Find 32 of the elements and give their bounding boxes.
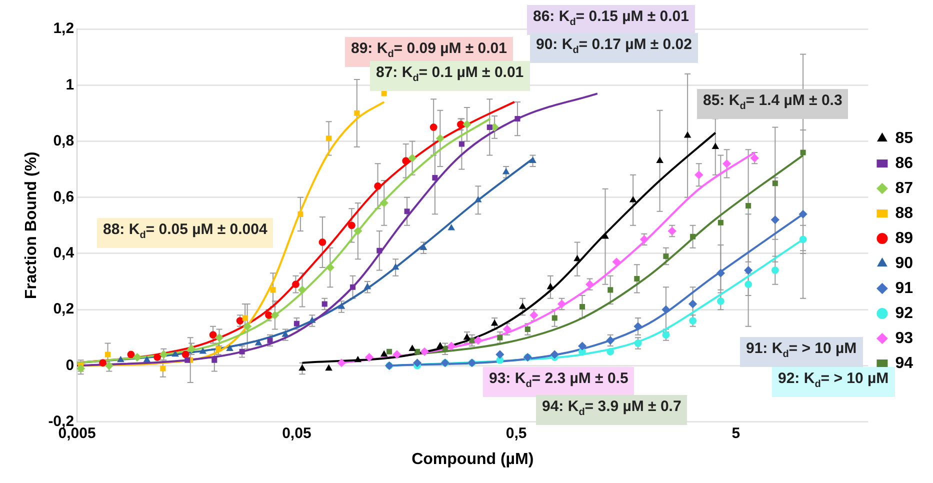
legend-label: 91: [895, 280, 914, 297]
x-tick-label: 0,5: [506, 424, 527, 442]
y-tick-label: 0: [66, 356, 74, 374]
legend-label: 93: [895, 330, 914, 347]
y-tick-label: 1: [66, 76, 74, 94]
y-tick-label: 0,6: [53, 188, 74, 206]
legend-label: 90: [895, 254, 914, 272]
annotation: 93: K$_{d}$= 2.3 µM ± 0.5: [483, 367, 634, 397]
annotation: 87: K$_{d}$= 0.1 µM ± 0.01: [370, 61, 530, 91]
legend-label: 85: [895, 130, 914, 147]
x-tick-label: 0,05: [282, 424, 312, 442]
legend-label: 86: [895, 154, 914, 172]
y-tick-label: 0,4: [53, 244, 75, 262]
annotation: 89: K$_{d}$= 0.09 µM ± 0.01: [351, 40, 507, 60]
legend-label: 88: [895, 204, 914, 222]
legend-label: 94: [895, 354, 914, 372]
y-tick-label: 0,2: [53, 300, 74, 318]
legend-label: 92: [895, 304, 914, 322]
x-axis-title: Compound (µM): [412, 450, 534, 468]
annotation: 94: K$_{d}$= 3.9 µM ± 0.7: [536, 395, 688, 425]
legend-label: 87: [895, 180, 914, 197]
x-tick-label: 5: [732, 424, 740, 442]
annotation: 92: K$_{d}$= > 10 µM: [772, 367, 895, 397]
annotation: 88: K$_{d}$= 0.05 µM ± 0.004: [97, 218, 274, 248]
legend-label: 89: [895, 230, 914, 247]
y-axis-title: Fraction Bound (%): [23, 152, 40, 300]
annotation: 90: K$_{d}$= 0.17 µM ± 0.02: [530, 33, 698, 63]
y-tick-label: 0,8: [53, 132, 74, 150]
annotation: 91: K$_{d}$= > 10 µM: [740, 337, 863, 367]
annotation: 85: K$_{d}$= 1.4 µM ± 0.3: [697, 89, 848, 119]
y-tick-label: 1,2: [53, 20, 74, 38]
text: 86: K$_{d}$= 0.15 µM ± 0.01: [527, 5, 695, 35]
